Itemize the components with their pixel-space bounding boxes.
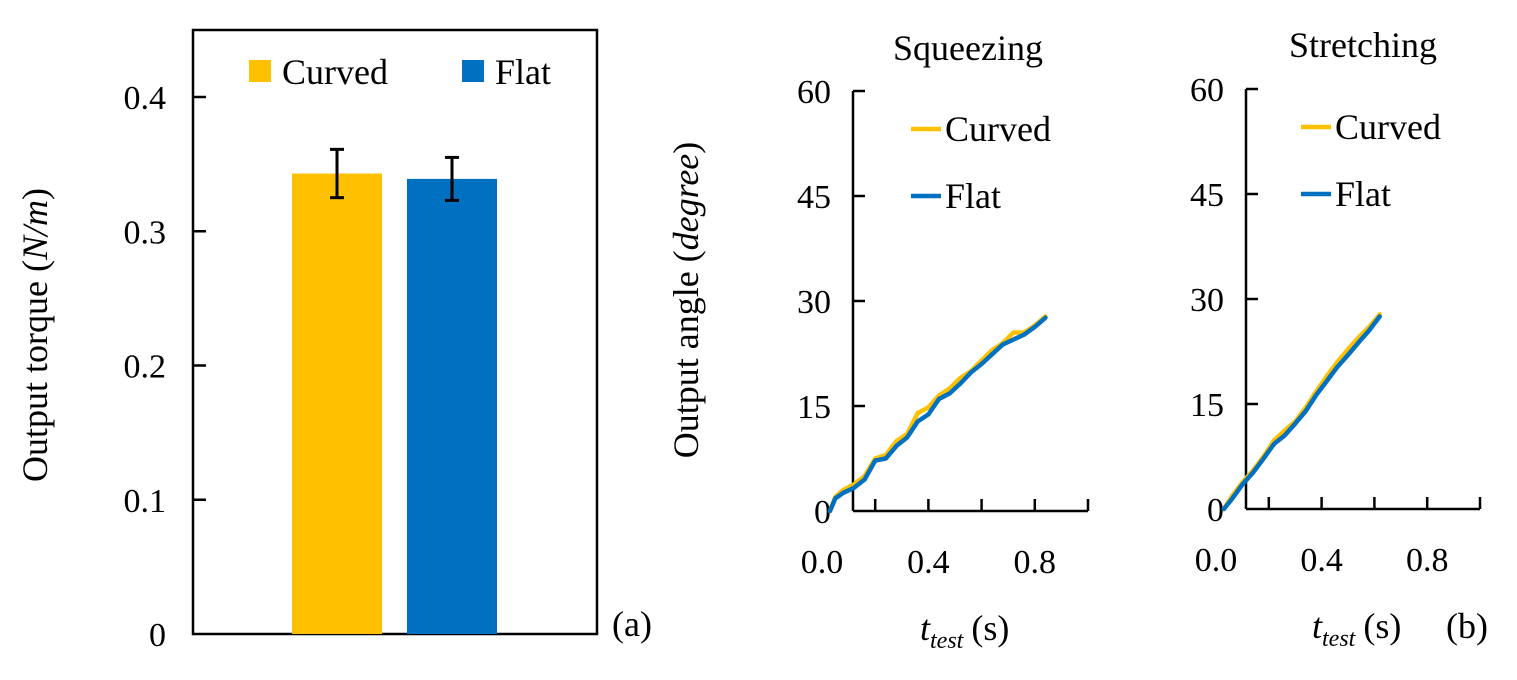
y-tick-label: 0	[1207, 492, 1224, 529]
bar-plot-frame	[191, 28, 599, 636]
x-tick-label: 0.4	[907, 544, 950, 581]
y-axis-label-angle: Output angle (degree)	[666, 142, 706, 459]
bar-chart-panel: 0 0.1 0.2 0.3 0.4 Curved Flat Output torque (…	[15, 28, 652, 654]
y-tick-label: 0	[149, 617, 166, 654]
legend-label-flat: Flat	[495, 52, 551, 92]
legend-label-flat: Flat	[945, 176, 1001, 216]
y-tick-label: 60	[797, 74, 831, 111]
y-tick-label: 45	[797, 179, 831, 216]
series-line-flat	[827, 315, 1048, 514]
series-line-curved	[827, 314, 1048, 514]
x-tick-label: 0.8	[1406, 542, 1449, 579]
chart-title-stretching: Stretching	[1289, 25, 1437, 65]
y-axis-label: Output torque (N/m)	[15, 188, 55, 482]
legend-swatch-curved	[249, 60, 271, 82]
legend-label-flat: Flat	[1335, 174, 1391, 214]
chart-title-squeezing: Squeezing	[893, 28, 1043, 68]
x-axis-label-stretching: ttest (s)	[1312, 606, 1401, 652]
bar-flat	[407, 178, 497, 634]
x-tick-label: 0.4	[1300, 542, 1343, 579]
error-bar-flat	[445, 155, 459, 202]
y-tick-label: 45	[1190, 177, 1224, 214]
y-tick-label: 60	[1190, 72, 1224, 109]
legend-label-curved: Curved	[1335, 107, 1441, 147]
series-line-flat	[1221, 314, 1382, 512]
y-tick-label: 0.3	[124, 214, 167, 251]
panel-label-a: (a)	[612, 604, 652, 644]
error-bar-curved	[330, 147, 344, 200]
x-axis-label-squeezing: ttest (s)	[920, 608, 1009, 654]
legend-label-curved: Curved	[282, 52, 388, 92]
legend-swatch-flat	[462, 60, 484, 82]
x-tick-label: 0.0	[801, 544, 844, 581]
y-tick-label: 15	[797, 389, 831, 426]
x-tick-label: 0.0	[1195, 542, 1238, 579]
y-tick-label: 30	[1190, 282, 1224, 319]
stretching-line-chart: Stretching 0 15 30 45 60 0.0 0.4 0.8 Curved Flat…	[1190, 25, 1488, 652]
y-tick-label: 0.2	[124, 349, 167, 386]
x-tick-label: 0.8	[1014, 544, 1057, 581]
y-tick-label: 0.4	[124, 80, 167, 117]
panel-label-b: (b)	[1446, 606, 1488, 646]
y-tick-label: 15	[1190, 387, 1224, 424]
legend-label-curved: Curved	[945, 109, 1051, 149]
bar-curved	[292, 173, 382, 634]
y-tick-label: 0.1	[124, 483, 167, 520]
y-tick-label: 0	[814, 494, 831, 531]
y-tick-label: 30	[797, 284, 831, 321]
